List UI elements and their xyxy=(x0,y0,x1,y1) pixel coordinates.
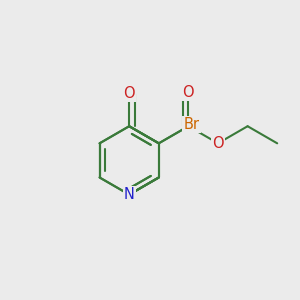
Text: O: O xyxy=(183,85,194,100)
Text: O: O xyxy=(212,136,224,151)
Text: Br: Br xyxy=(183,117,200,132)
Text: O: O xyxy=(123,86,135,101)
Text: N: N xyxy=(124,187,135,202)
